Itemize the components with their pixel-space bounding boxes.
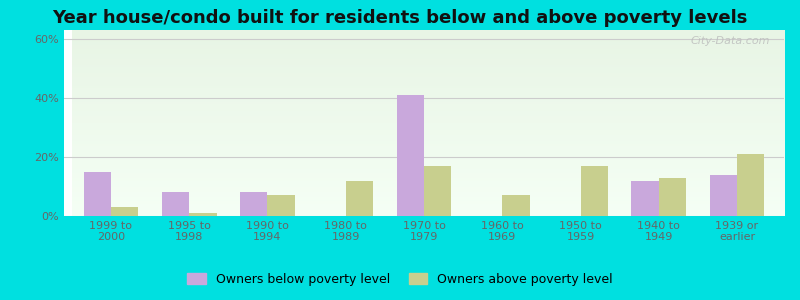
Bar	[346, 181, 373, 216]
Bar	[631, 181, 658, 216]
Bar	[83, 172, 111, 216]
Bar	[190, 213, 217, 216]
Text: Year house/condo built for residents below and above poverty levels: Year house/condo built for residents bel…	[52, 9, 748, 27]
Bar	[710, 175, 737, 216]
Bar	[424, 166, 451, 216]
Bar	[658, 178, 686, 216]
Bar	[397, 95, 424, 216]
Bar	[162, 192, 190, 216]
Text: City-Data.com: City-Data.com	[690, 36, 770, 46]
Bar	[267, 195, 295, 216]
Bar	[581, 166, 608, 216]
Bar	[240, 192, 267, 216]
Bar	[502, 195, 530, 216]
Bar	[111, 207, 138, 216]
Bar	[737, 154, 765, 216]
Legend: Owners below poverty level, Owners above poverty level: Owners below poverty level, Owners above…	[182, 268, 618, 291]
